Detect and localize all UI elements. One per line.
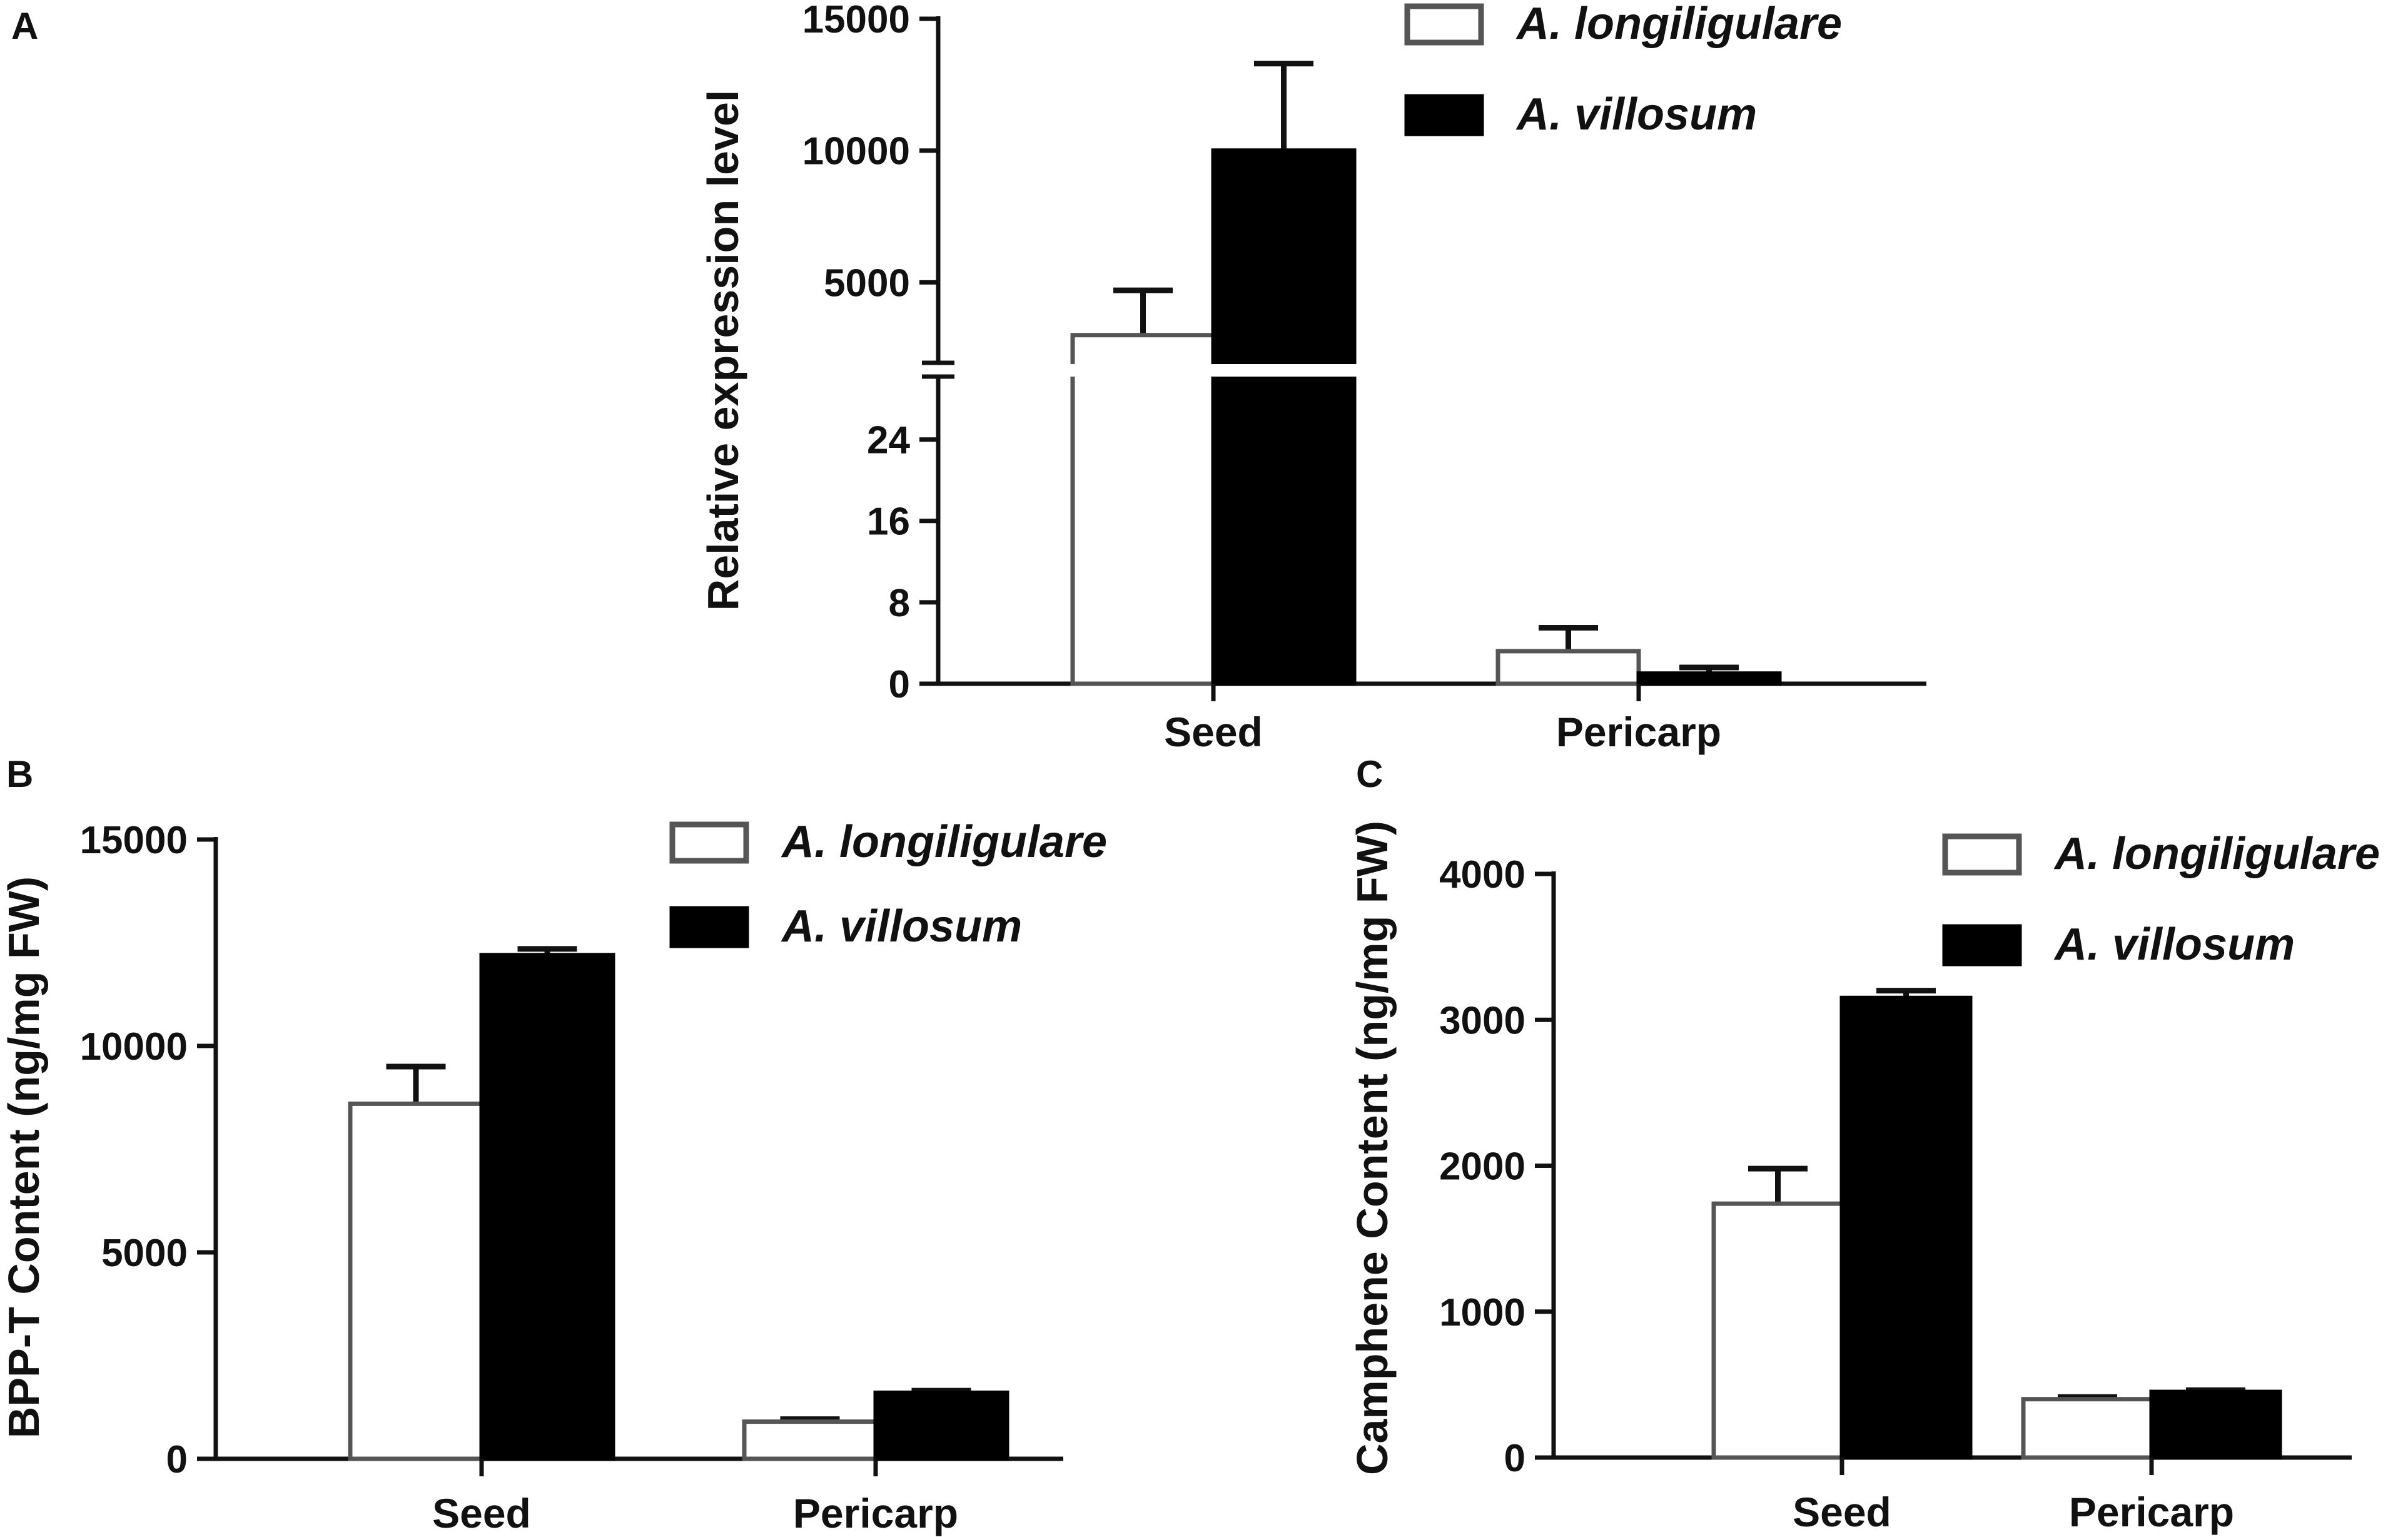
error-bar-a-seed-1 xyxy=(1113,287,1173,335)
x-tick-label-b-0: Seed xyxy=(432,1490,531,1536)
bar-c-pericarp-2 xyxy=(2149,1389,2282,1460)
y-tick-label-c-2: 2000 xyxy=(1439,1145,1525,1189)
error-bar-b-seed-1 xyxy=(386,1063,446,1104)
bar-c-pericarp-1 xyxy=(2021,1397,2154,1460)
legend-swatch-c-1 xyxy=(1942,833,2022,876)
legend-swatch-a-1 xyxy=(1404,3,1484,46)
error-bar-a-pericarp-1 xyxy=(1539,625,1598,651)
bar-a-seed-2 xyxy=(1211,148,1357,686)
legend-label-a-2: A. villosum xyxy=(1515,89,1757,139)
y-axis-label-a: Relative expression level xyxy=(699,90,747,611)
bar-b-pericarp-2 xyxy=(873,1390,1009,1461)
y-tick-label-a-lower-1: 8 xyxy=(889,582,910,625)
y-tick-label-a-lower-0: 0 xyxy=(889,663,910,706)
x-tick-label-b-1: Pericarp xyxy=(793,1490,958,1536)
bar-a-seed-1 xyxy=(1070,333,1216,686)
y-tick-label-b-3: 15000 xyxy=(80,819,188,862)
axis-break-marker xyxy=(922,360,954,379)
bar-a-pericarp-1 xyxy=(1495,649,1641,686)
x-tick-label-c-0: Seed xyxy=(1793,1489,1891,1535)
y-tick-label-b-2: 10000 xyxy=(80,1025,188,1068)
legend-label-a-1: A. longiligulare xyxy=(1515,0,1842,49)
bar-c-seed-1 xyxy=(1711,1201,1844,1460)
bar-b-pericarp-1 xyxy=(742,1419,878,1461)
y-axis-label-c: Camphene Content (ng/mg FW) xyxy=(1348,821,1397,1475)
legend-swatch-c-2 xyxy=(1942,924,2022,966)
x-tick-label-a-0: Seed xyxy=(1164,709,1263,755)
y-tick-label-a-upper-1: 10000 xyxy=(802,130,910,173)
panel-a: A 0 8 16 24 5000 10000 15000 Relative expression… xyxy=(11,0,1926,755)
y-tick-label-b-0: 0 xyxy=(166,1438,188,1481)
error-bar-a-seed-2 xyxy=(1254,61,1313,151)
bar-b-seed-2 xyxy=(479,953,615,1461)
y-tick-label-a-upper-2: 15000 xyxy=(802,0,910,41)
panel-letter-c: C xyxy=(1356,753,1383,795)
y-tick-label-c-4: 4000 xyxy=(1439,853,1525,896)
y-tick-label-c-3: 3000 xyxy=(1439,999,1525,1042)
y-tick-label-c-1: 1000 xyxy=(1439,1291,1525,1334)
bar-c-seed-2 xyxy=(1839,995,1973,1460)
legend-label-b-1: A. longiligulare xyxy=(781,817,1107,867)
legend-label-c-2: A. villosum xyxy=(2053,920,2295,970)
error-bar-c-seed-1 xyxy=(1748,1165,1808,1204)
y-tick-label-b-1: 5000 xyxy=(101,1232,188,1275)
x-tick-label-c-1: Pericarp xyxy=(2069,1489,2234,1535)
panel-b: B 0 5000 10000 15000 BPP-T Content (ng/mg FW)… xyxy=(0,753,1107,1536)
y-axis-label-b: BPP-T Content (ng/mg FW) xyxy=(0,876,48,1438)
y-tick-label-a-lower-2: 16 xyxy=(867,500,910,544)
x-tick-label-a-1: Pericarp xyxy=(1556,709,1721,755)
panel-c: C 0 1000 2000 3000 4000 Camphene Content (ng/m… xyxy=(1348,753,2380,1535)
y-tick-label-a-upper-0: 5000 xyxy=(824,261,910,305)
panel-letter-a: A xyxy=(11,5,38,47)
legend-swatch-a-2 xyxy=(1404,94,1484,136)
legend-swatch-b-2 xyxy=(669,906,749,948)
panel-letter-b: B xyxy=(6,753,33,795)
y-tick-label-a-lower-3: 24 xyxy=(867,419,910,462)
bar-break-gap-a-2 xyxy=(1208,364,1359,377)
legend-label-b-2: A. villosum xyxy=(781,901,1022,951)
bar-a-pericarp-2 xyxy=(1636,671,1782,686)
bar-break-gap-a-1 xyxy=(1068,364,1218,377)
y-tick-label-c-0: 0 xyxy=(1504,1437,1525,1480)
legend-label-c-1: A. longiligulare xyxy=(2053,829,2380,879)
legend-swatch-b-1 xyxy=(669,821,749,864)
bar-b-seed-1 xyxy=(348,1101,484,1461)
